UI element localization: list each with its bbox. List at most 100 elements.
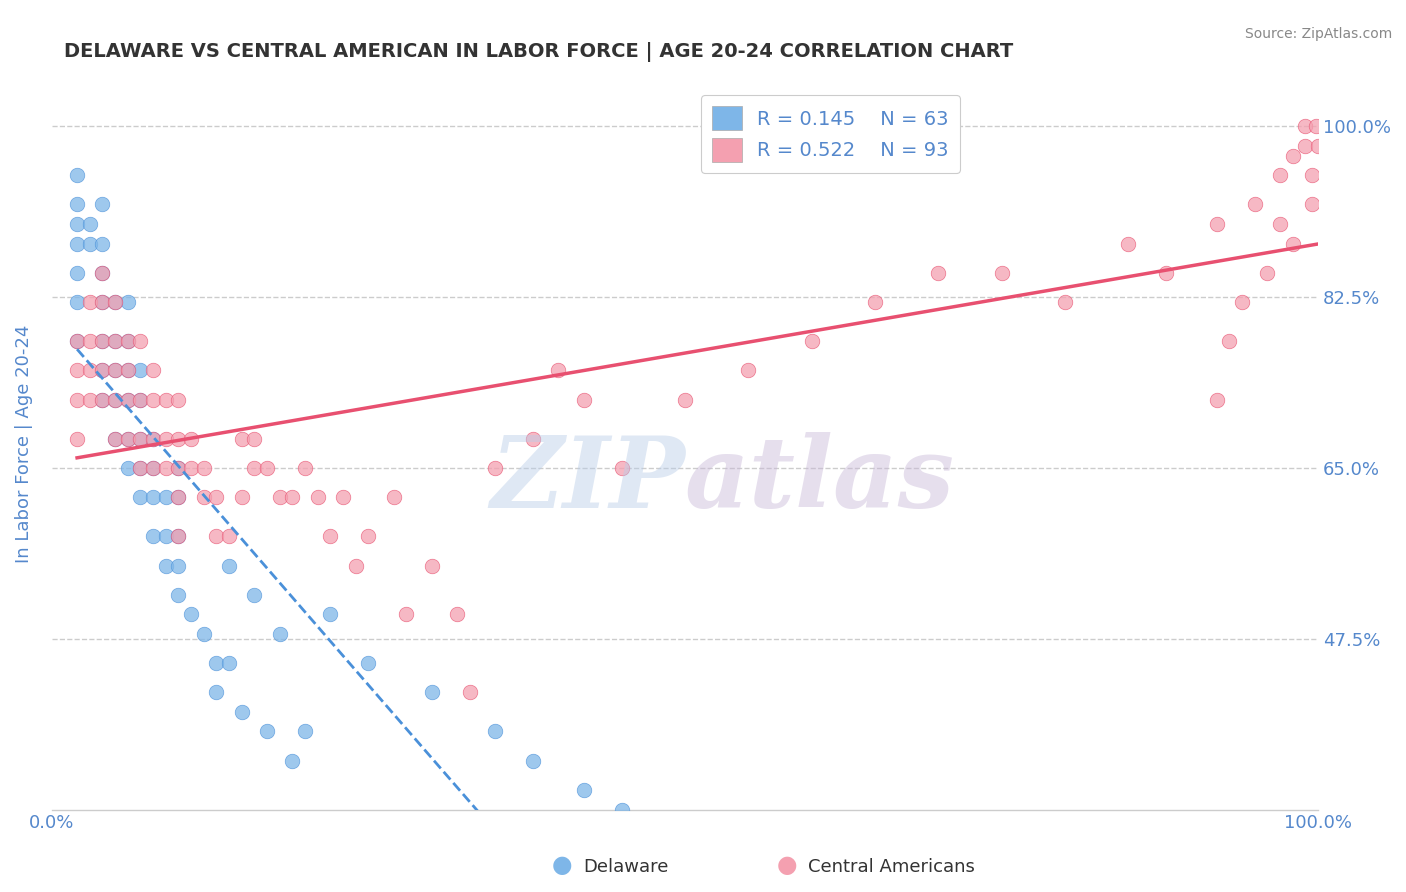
Point [307, 490, 329, 504]
Legend: R = 0.145    N = 63, R = 0.522    N = 93: R = 0.145 N = 63, R = 0.522 N = 93 [700, 95, 960, 173]
Point [269, 627, 291, 641]
Point [79, 236, 101, 251]
Point [66, 392, 89, 407]
Point [256, 724, 278, 739]
Point [1295, 120, 1317, 134]
Point [117, 432, 139, 446]
Point [66, 334, 89, 348]
Point [66, 217, 89, 231]
Point [1116, 236, 1139, 251]
Point [243, 588, 266, 602]
Point [66, 197, 89, 211]
Point [104, 392, 127, 407]
Point [91, 197, 114, 211]
Text: Delaware: Delaware [583, 858, 669, 876]
Point [522, 432, 544, 446]
Point [117, 363, 139, 377]
Y-axis label: In Labor Force | Age 20-24: In Labor Force | Age 20-24 [15, 325, 32, 563]
Point [231, 490, 253, 504]
Point [180, 461, 202, 475]
Text: Source: ZipAtlas.com: Source: ZipAtlas.com [1244, 27, 1392, 41]
Point [167, 529, 190, 543]
Point [218, 656, 240, 670]
Point [1301, 197, 1323, 211]
Point [205, 656, 228, 670]
Point [1256, 266, 1278, 280]
Point [129, 392, 152, 407]
Point [117, 295, 139, 310]
Point [117, 334, 139, 348]
Point [243, 432, 266, 446]
Point [218, 558, 240, 573]
Point [610, 803, 633, 817]
Point [344, 558, 367, 573]
Point [319, 607, 342, 622]
Text: ZIP: ZIP [489, 432, 685, 528]
Point [66, 432, 89, 446]
Point [167, 461, 190, 475]
Point [319, 529, 342, 543]
Point [231, 705, 253, 719]
Point [610, 461, 633, 475]
Point [294, 724, 316, 739]
Point [129, 432, 152, 446]
Point [572, 783, 595, 797]
Point [155, 392, 177, 407]
Point [167, 529, 190, 543]
Point [180, 607, 202, 622]
Point [142, 490, 165, 504]
Point [155, 432, 177, 446]
Point [205, 685, 228, 699]
Point [357, 656, 380, 670]
Point [79, 363, 101, 377]
Point [1205, 392, 1227, 407]
Point [167, 461, 190, 475]
Point [167, 558, 190, 573]
Point [91, 363, 114, 377]
Point [104, 334, 127, 348]
Point [104, 432, 127, 446]
Point [117, 432, 139, 446]
Point [155, 490, 177, 504]
Point [117, 392, 139, 407]
Point [142, 363, 165, 377]
Point [66, 295, 89, 310]
Point [155, 461, 177, 475]
Point [1154, 266, 1177, 280]
Point [167, 490, 190, 504]
Point [1281, 236, 1303, 251]
Point [1301, 168, 1323, 182]
Point [167, 490, 190, 504]
Point [142, 461, 165, 475]
Point [91, 334, 114, 348]
Point [1205, 217, 1227, 231]
Point [281, 754, 304, 768]
Point [104, 334, 127, 348]
Text: Central Americans: Central Americans [808, 858, 976, 876]
Point [357, 529, 380, 543]
Point [91, 295, 114, 310]
Point [332, 490, 354, 504]
Point [142, 461, 165, 475]
Point [117, 363, 139, 377]
Point [1053, 295, 1076, 310]
Point [66, 363, 89, 377]
Point [218, 529, 240, 543]
Point [1295, 139, 1317, 153]
Point [167, 432, 190, 446]
Point [484, 724, 506, 739]
Point [117, 334, 139, 348]
Point [91, 334, 114, 348]
Point [269, 490, 291, 504]
Point [193, 490, 215, 504]
Point [129, 363, 152, 377]
Point [66, 236, 89, 251]
Point [547, 363, 569, 377]
Point [79, 392, 101, 407]
Text: atlas: atlas [685, 432, 955, 528]
Point [281, 490, 304, 504]
Point [91, 266, 114, 280]
Point [91, 392, 114, 407]
Point [91, 295, 114, 310]
Point [382, 490, 405, 504]
